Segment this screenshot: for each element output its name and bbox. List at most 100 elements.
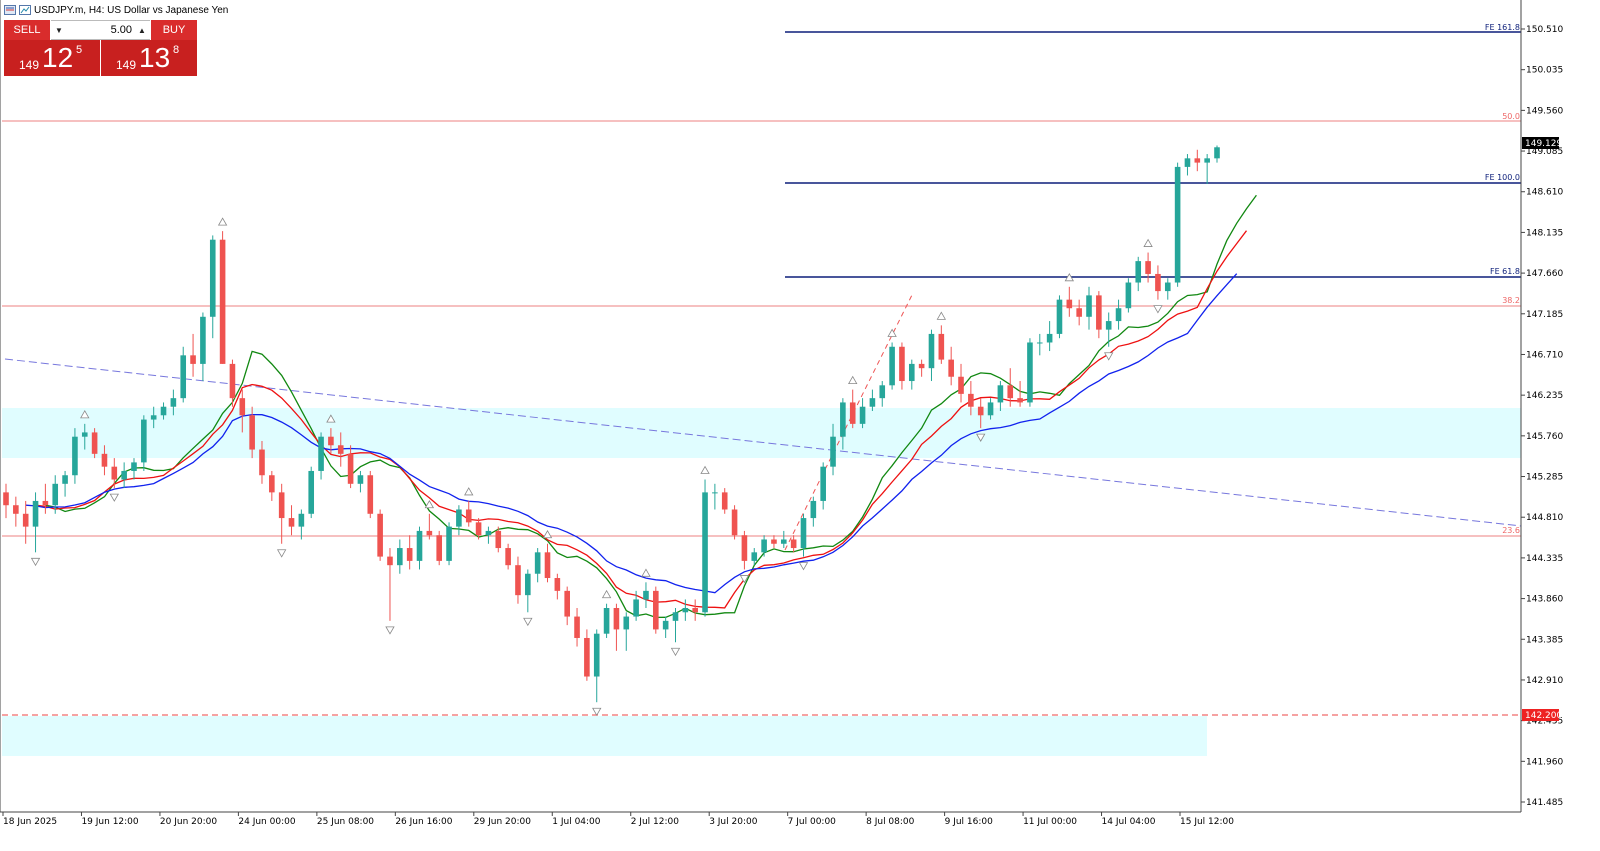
- candle-body: [229, 363, 236, 399]
- candle-body: [357, 475, 364, 484]
- fe-618-label: FE 61.8: [1490, 267, 1520, 276]
- price-tick-label: 149.560: [1526, 106, 1563, 116]
- candle-body: [928, 333, 935, 369]
- trend-line[interactable]: [4, 358, 1522, 527]
- candle-body: [1017, 398, 1023, 403]
- candle-body: [219, 239, 226, 364]
- fib-382-label: 38.2: [1502, 296, 1520, 305]
- candle-body: [879, 385, 886, 399]
- candle-body: [81, 432, 88, 437]
- candle-body: [1155, 273, 1161, 292]
- candle-body: [318, 436, 324, 471]
- candle-body: [160, 406, 167, 416]
- sell-button[interactable]: SELL: [4, 20, 51, 40]
- volume-dropdown-icon[interactable]: ▼: [55, 25, 63, 35]
- fractal-down-icon: [739, 575, 750, 584]
- buy-button[interactable]: BUY: [150, 20, 197, 40]
- candle-body: [623, 616, 630, 630]
- candle-body: [101, 453, 108, 467]
- chart-window-icon[interactable]: [4, 5, 16, 15]
- fib-236-label: 23.6: [1502, 526, 1520, 535]
- candle-body: [406, 548, 413, 561]
- candle-body: [525, 573, 531, 596]
- time-tick-label: 26 Jun 16:00: [395, 817, 452, 827]
- candle-body: [544, 552, 551, 579]
- candle-body: [1086, 295, 1092, 317]
- volume-increase-icon[interactable]: ▲: [138, 25, 146, 35]
- candle-body: [377, 513, 383, 557]
- time-tick-label: 19 Jun 12:00: [81, 817, 138, 827]
- candle-body: [564, 590, 570, 617]
- candle-body: [633, 599, 639, 617]
- price-tick-label: 148.135: [1526, 228, 1563, 238]
- sell-price-button[interactable]: 149 12 5: [4, 40, 100, 76]
- candle-body: [72, 436, 78, 476]
- candle-body: [515, 565, 521, 596]
- candle-body: [1076, 308, 1082, 317]
- volume-input[interactable]: [67, 21, 134, 39]
- fractal-down-icon: [670, 647, 681, 657]
- fractal-up-icon: [601, 589, 612, 599]
- candle-body: [958, 376, 964, 394]
- fractal-down-icon: [1104, 352, 1114, 361]
- candle-body: [918, 363, 925, 369]
- buy-price-button[interactable]: 149 13 8: [100, 40, 197, 76]
- candle-body: [200, 316, 206, 364]
- candle-body: [1164, 282, 1171, 292]
- candle-body: [820, 466, 826, 501]
- candle-body: [682, 608, 689, 613]
- candle-body: [849, 402, 856, 424]
- moving-averages: [25, 194, 1257, 619]
- candle-body: [475, 522, 482, 536]
- fractal-up-icon: [1064, 273, 1075, 282]
- fractal-up-icon: [80, 410, 90, 419]
- candle-body: [603, 608, 610, 634]
- fractal-up-icon: [641, 568, 651, 577]
- candle-body: [584, 637, 590, 677]
- candle-body: [3, 492, 9, 506]
- candle-body: [1184, 158, 1191, 167]
- candle-body: [1214, 147, 1220, 159]
- candle-body: [1007, 385, 1014, 399]
- time-tick-label: 1 Jul 04:00: [552, 817, 601, 827]
- candle-body: [771, 539, 777, 544]
- fractal-up-icon: [217, 217, 228, 226]
- price-tick-label: 144.810: [1526, 513, 1563, 523]
- price-tick-label: 141.960: [1526, 757, 1563, 767]
- fractal-up-icon: [424, 499, 435, 509]
- candle-body: [840, 402, 846, 437]
- price-axis[interactable]: 150.510 150.035 149.560 149.085 148.610 148.1…: [1521, 25, 1563, 808]
- fractal-up-icon: [542, 529, 553, 539]
- candle-body: [1115, 308, 1122, 322]
- buy-price-pip: 8: [173, 44, 180, 56]
- fractal-up-icon: [936, 311, 947, 320]
- candle-body: [869, 398, 876, 407]
- candle-body: [1125, 282, 1132, 309]
- candle-body: [456, 509, 462, 527]
- candle-body: [269, 475, 275, 493]
- time-tick-label: 2 Jul 12:00: [631, 817, 680, 827]
- candle-body: [1105, 321, 1112, 330]
- chart-image-icon[interactable]: [19, 5, 31, 15]
- fractal-down-icon: [592, 707, 602, 717]
- candle-body: [170, 398, 177, 407]
- fractal-up-icon: [326, 414, 336, 423]
- candle-body: [121, 470, 127, 480]
- fractal-down-icon: [798, 562, 809, 571]
- candles: [3, 145, 1220, 703]
- buy-price-main: 13: [139, 42, 171, 73]
- time-axis[interactable]: 18 Jun 2025 19 Jun 12:00 20 Jun 20:00 24 Ju…: [2, 812, 1234, 827]
- candle-body: [180, 355, 187, 399]
- time-tick-label: 25 Jun 08:00: [317, 817, 374, 827]
- candle-body: [446, 526, 452, 561]
- candle-body: [1066, 299, 1073, 309]
- candle-body: [968, 393, 974, 407]
- fractal-up-icon: [700, 465, 710, 474]
- price-tick-label: 147.185: [1526, 310, 1563, 320]
- candle-body: [574, 616, 580, 638]
- alert-price-label: 142.200: [1525, 711, 1562, 721]
- time-tick-label: 9 Jul 16:00: [945, 817, 994, 827]
- candle-body: [1036, 342, 1043, 344]
